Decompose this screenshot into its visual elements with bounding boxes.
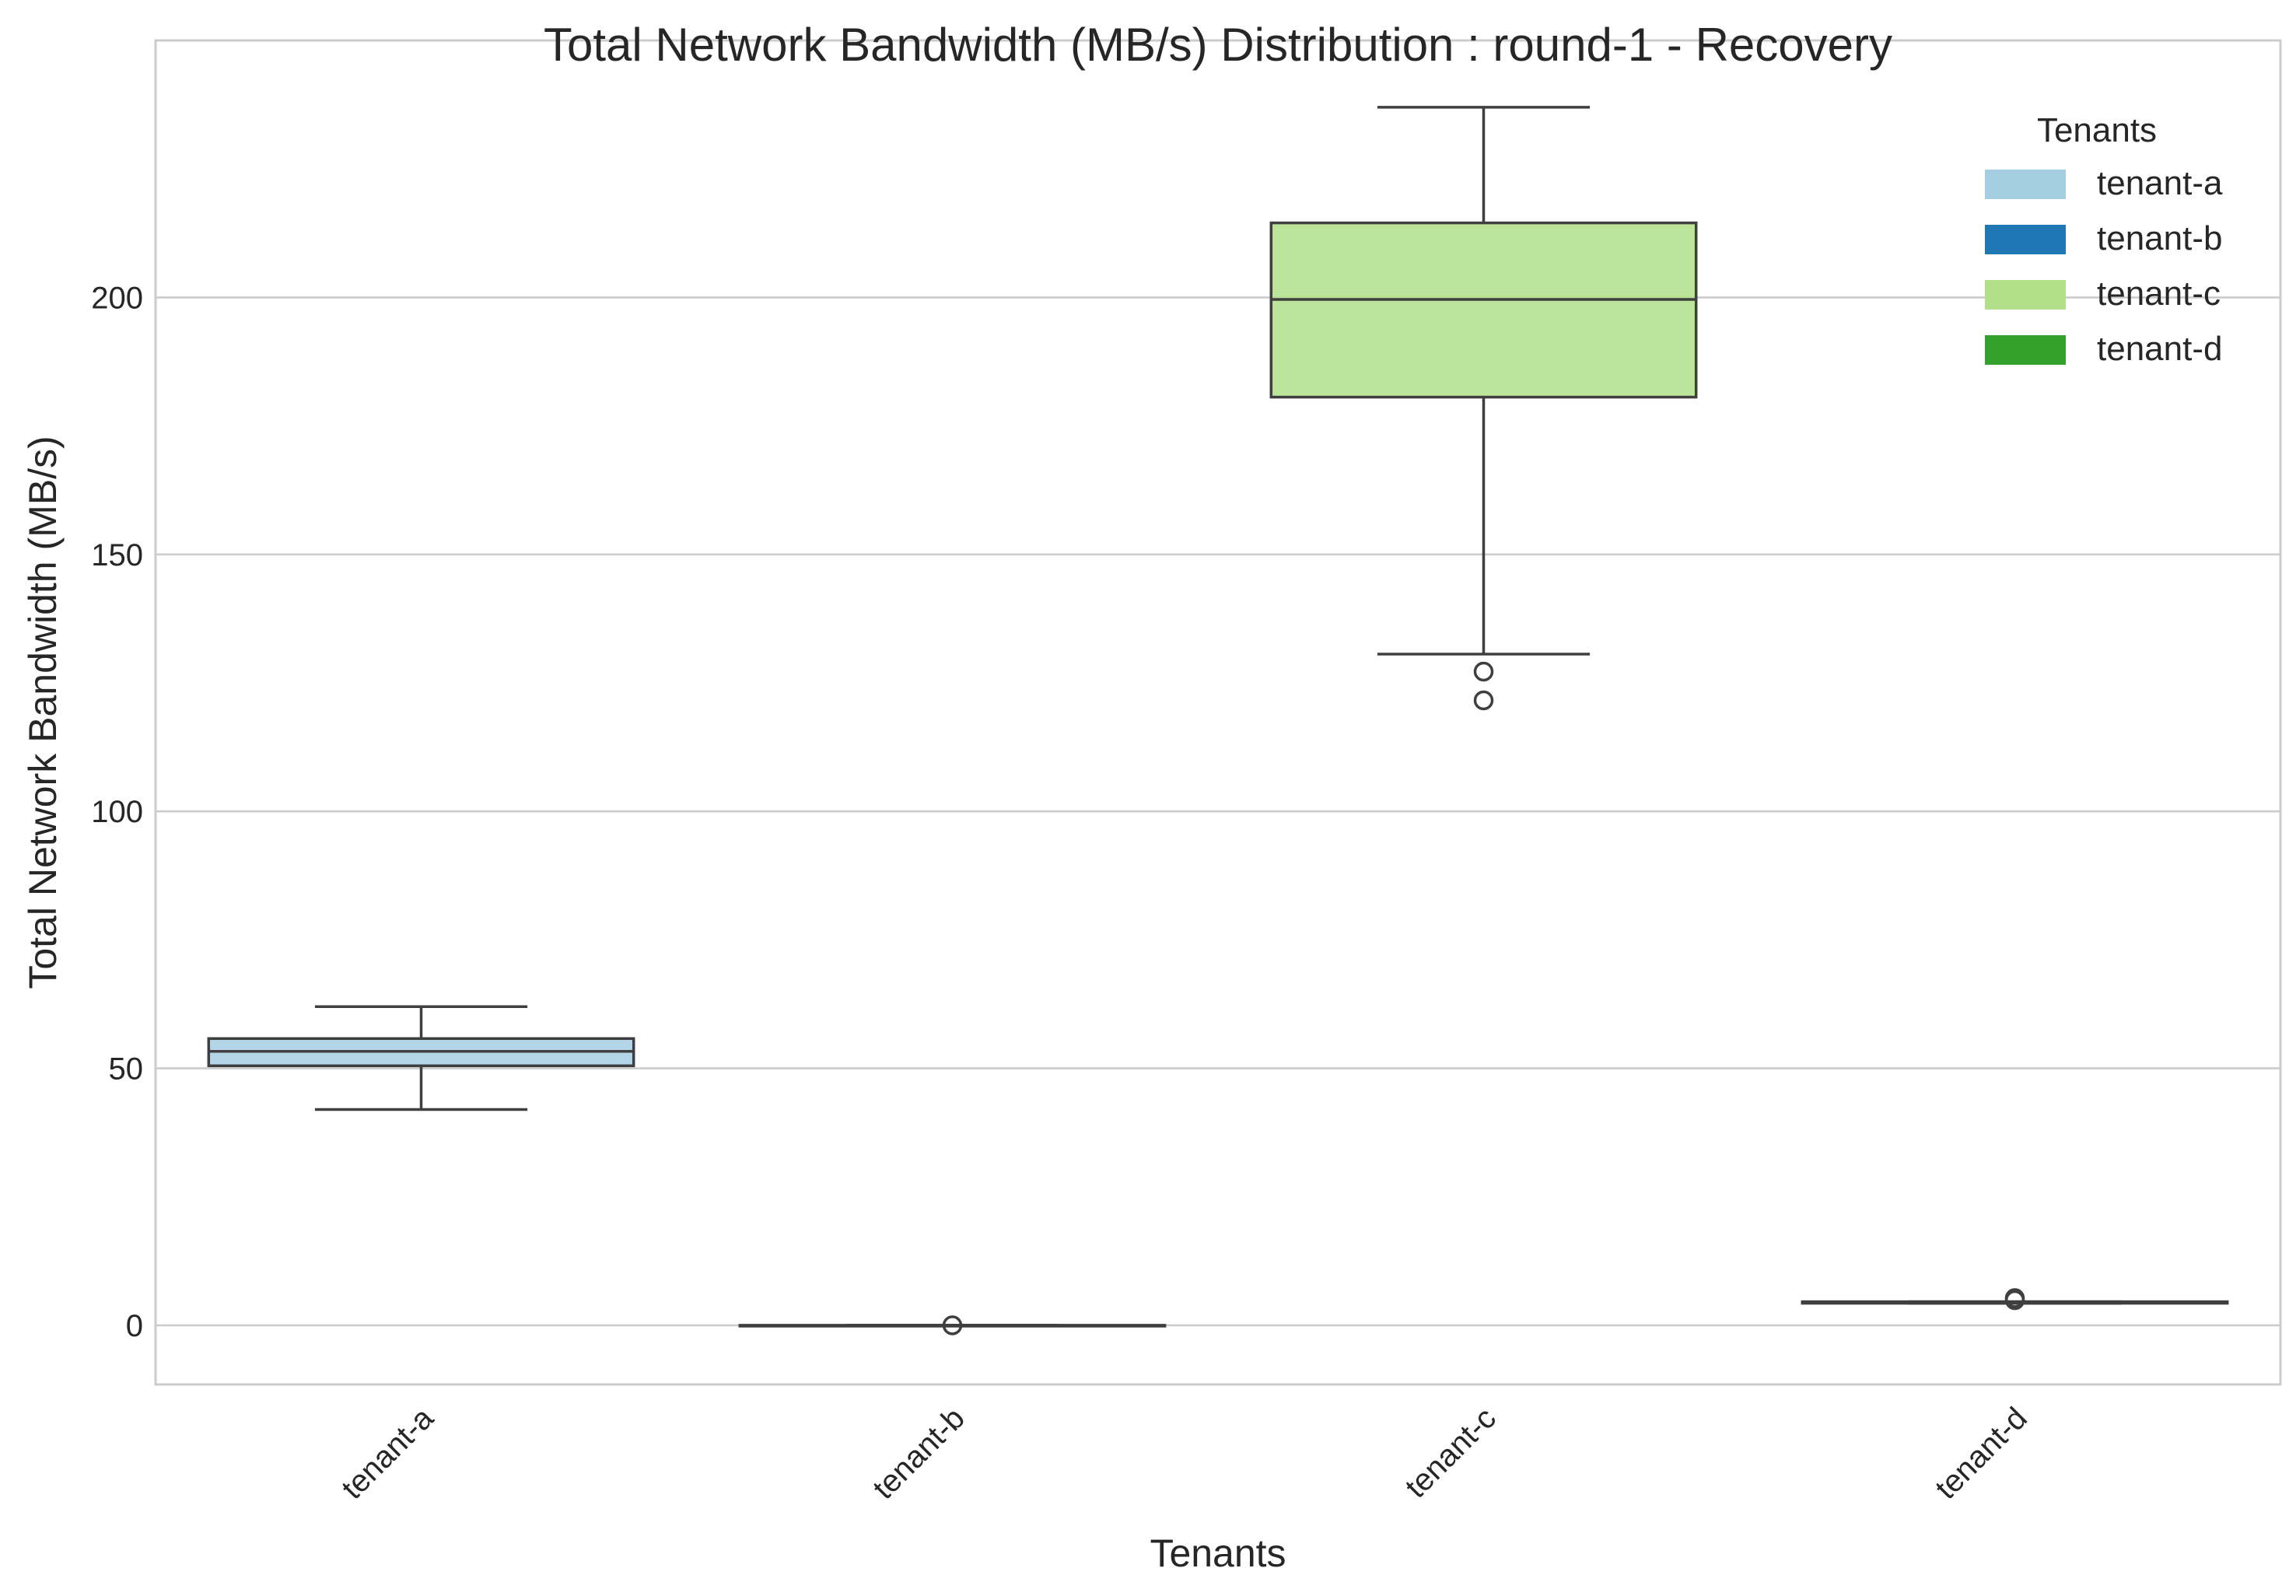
box-tenant-a — [207, 1005, 635, 1111]
box-tenant-d — [1801, 1288, 2229, 1311]
legend-title: Tenants — [2037, 111, 2157, 149]
box-tenant-b — [738, 1315, 1167, 1335]
plot-frame — [154, 39, 2282, 1386]
legend-swatch-tenant-d — [1985, 335, 2066, 365]
legend-label-tenant-c: tenant-c — [2097, 275, 2221, 313]
x-tick-label: tenant-b — [866, 1401, 971, 1506]
x-axis-ticks: tenant-a tenant-b tenant-c tenant-d — [335, 1401, 2034, 1506]
legend-swatch-tenant-a — [1985, 170, 2066, 199]
chart-title: Total Network Bandwidth (MB/s) Distribut… — [544, 19, 1892, 71]
y-tick-label: 50 — [109, 1052, 144, 1087]
outlier-point — [2004, 1290, 2025, 1311]
y-tick-label: 100 — [91, 795, 143, 829]
outlier-point — [1473, 690, 1494, 711]
y-tick-label: 0 — [126, 1309, 143, 1343]
legend-label-tenant-d: tenant-d — [2097, 330, 2222, 368]
iqr-box — [1269, 221, 1698, 399]
legend: Tenants tenant-a tenant-b tenant-c tenant-d — [1985, 111, 2223, 368]
legend-label-tenant-b: tenant-b — [2097, 219, 2222, 257]
y-tick-label: 200 — [91, 281, 143, 315]
y-axis-ticks: 0 50 100 150 200 — [91, 281, 143, 1343]
outlier-point — [942, 1315, 963, 1335]
x-tick-label: tenant-c — [1399, 1401, 1503, 1504]
legend-swatch-tenant-b — [1985, 225, 2066, 254]
y-axis-title: Total Network Bandwidth (MB/s) — [21, 436, 65, 989]
legend-label-tenant-a: tenant-a — [2097, 164, 2223, 202]
outlier-point — [1473, 661, 1494, 682]
x-axis-title: Tenants — [1150, 1531, 1286, 1575]
gridlines — [156, 296, 2280, 1327]
legend-swatch-tenant-c — [1985, 280, 2066, 310]
x-tick-label: tenant-d — [1929, 1401, 2034, 1506]
box-plots — [207, 106, 2229, 1335]
y-tick-label: 150 — [91, 538, 143, 572]
box-tenant-c — [1269, 106, 1698, 711]
x-tick-label: tenant-a — [335, 1401, 440, 1506]
legend-items: tenant-a tenant-b tenant-c tenant-d — [1985, 164, 2223, 368]
